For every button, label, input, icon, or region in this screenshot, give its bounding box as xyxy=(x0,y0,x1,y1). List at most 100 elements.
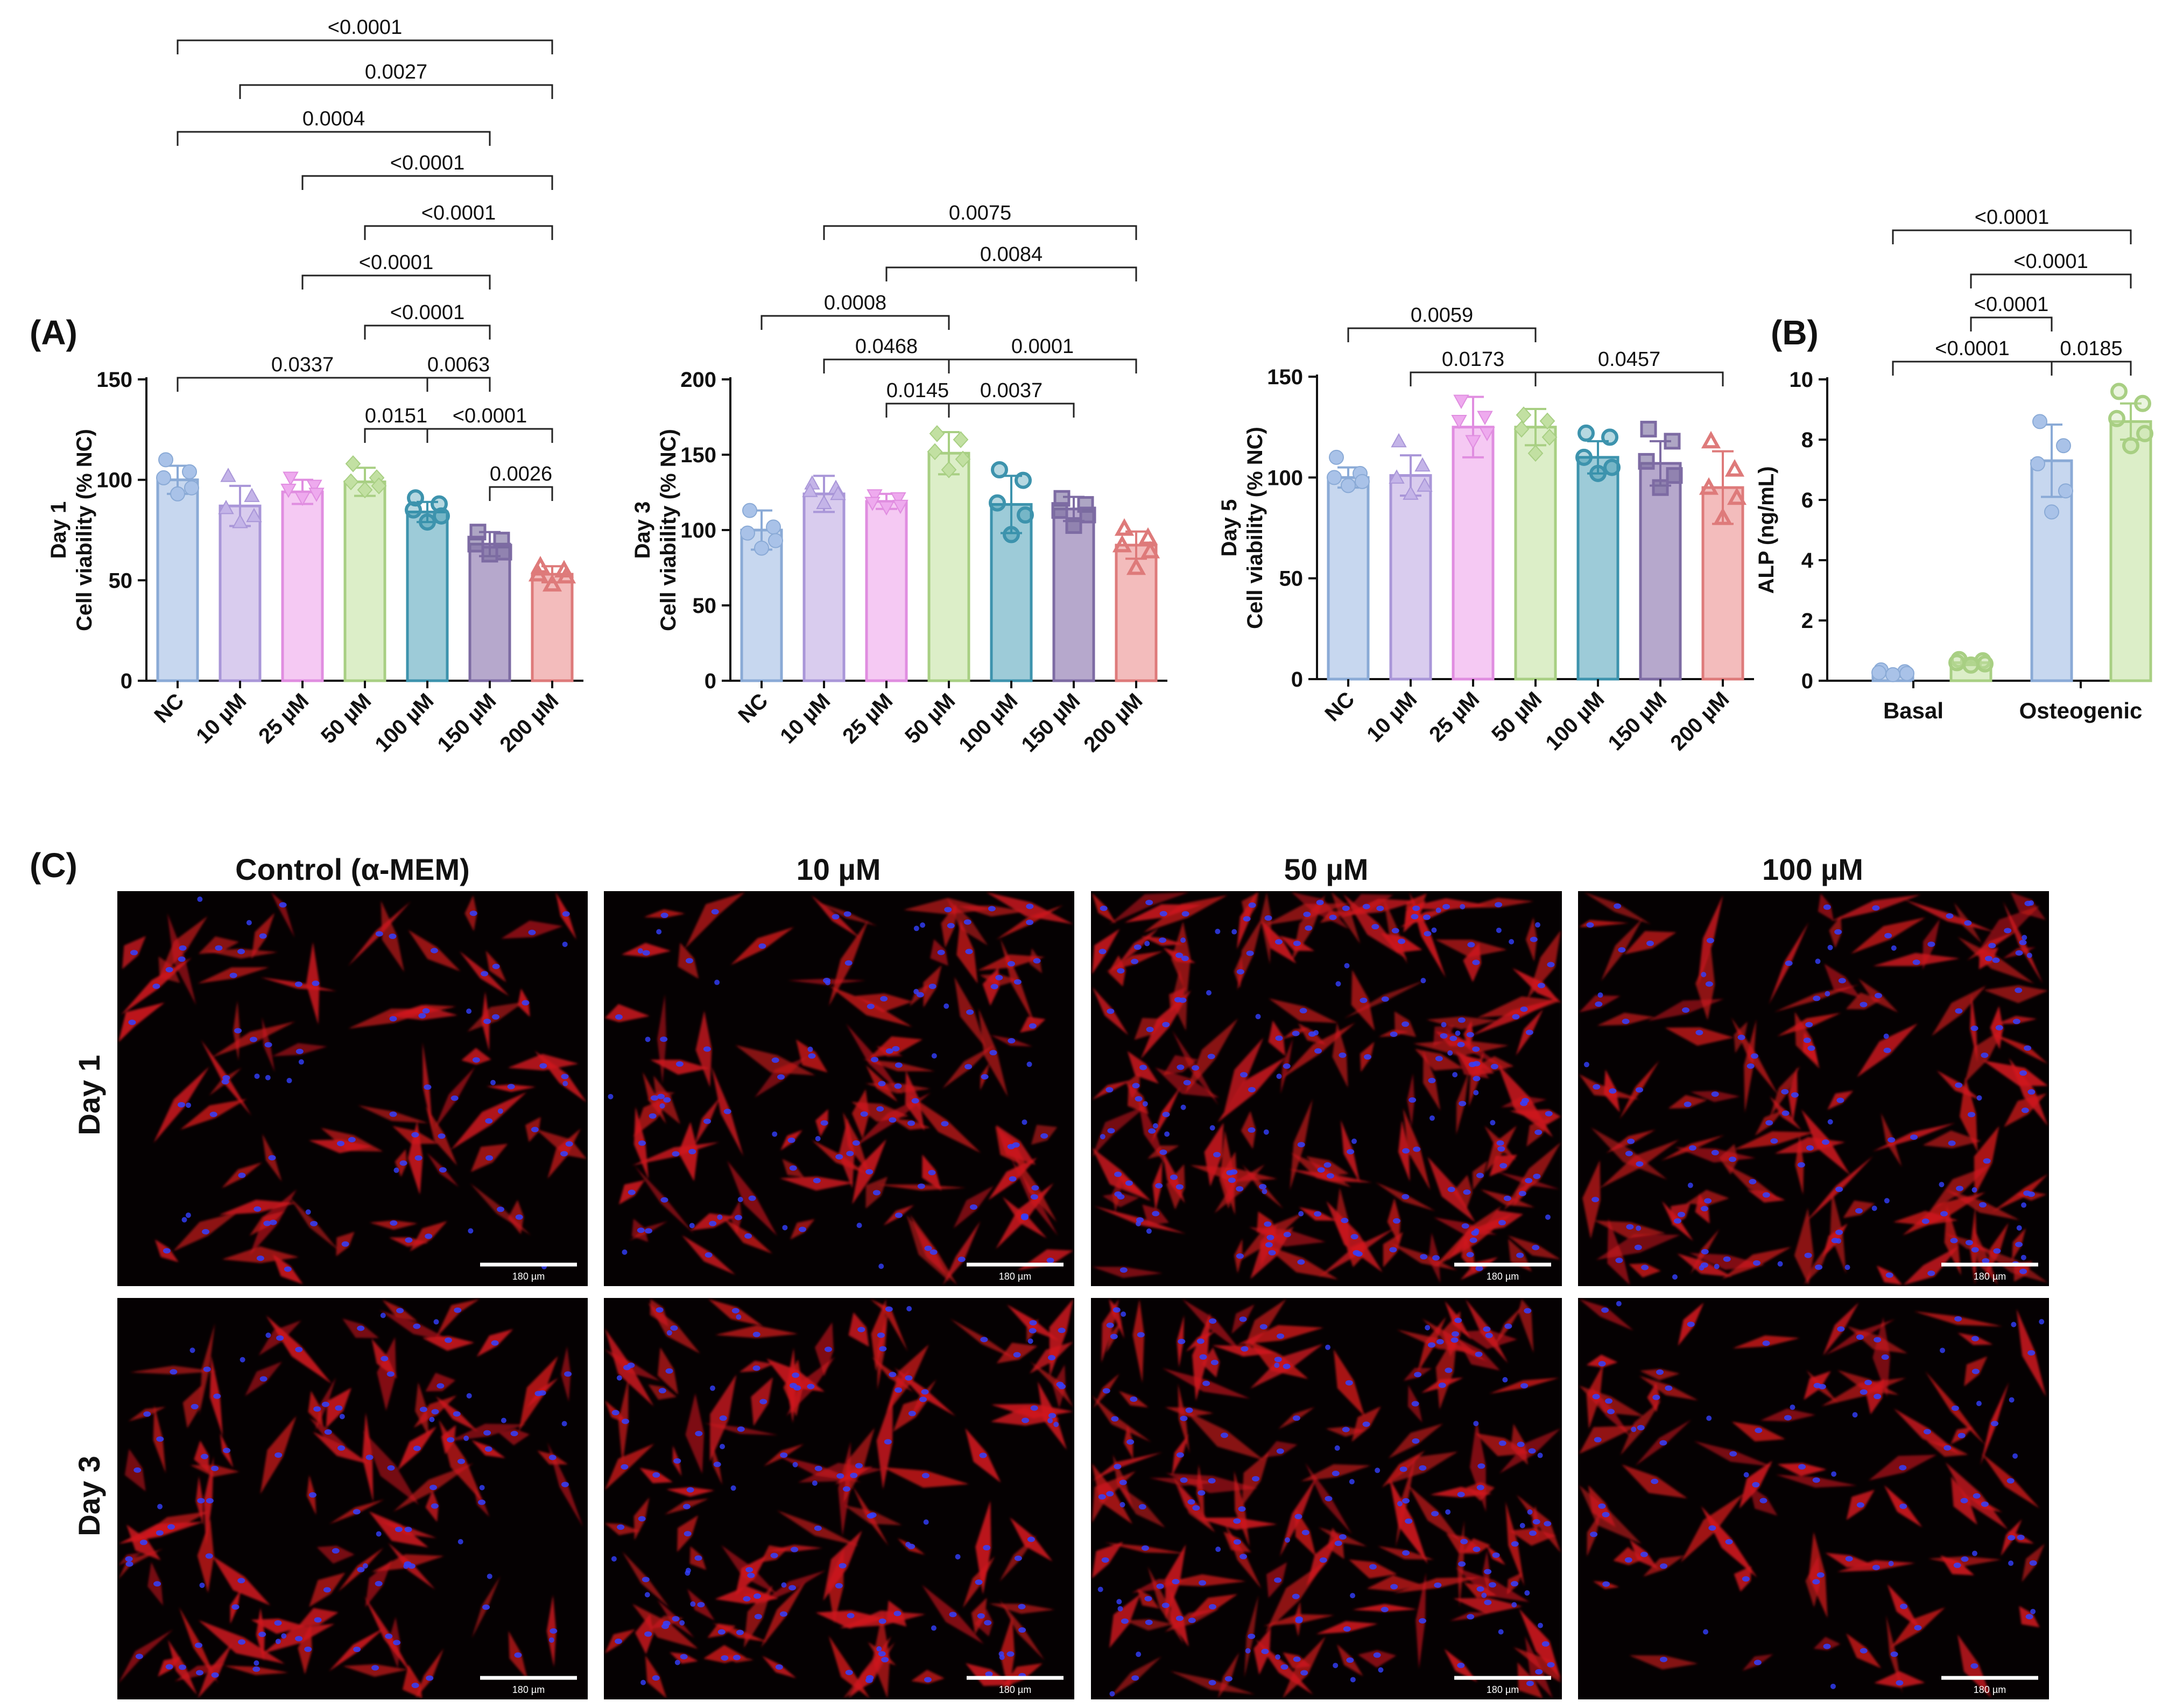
nucleus xyxy=(1012,1142,1020,1148)
nucleus xyxy=(1335,981,1341,987)
data-point-1-1-2 xyxy=(2108,410,2125,427)
nucleus xyxy=(1618,947,1626,953)
nucleus xyxy=(418,1013,426,1019)
data-point-0-0 xyxy=(1329,449,1344,465)
nucleus xyxy=(1350,1593,1356,1599)
nucleus xyxy=(1583,1062,1589,1068)
nucleus xyxy=(215,945,223,951)
nucleus xyxy=(1248,1086,1256,1092)
nucleus xyxy=(1991,1421,1999,1427)
nucleus xyxy=(844,960,853,966)
nucleus xyxy=(1329,914,1337,920)
nucleus xyxy=(1601,1307,1609,1313)
nucleus xyxy=(562,911,570,917)
nucleus xyxy=(913,926,919,931)
data-point-6-1 xyxy=(1724,459,1745,477)
nucleus xyxy=(878,1081,886,1086)
nucleus xyxy=(1263,1129,1269,1135)
data-point-3-1 xyxy=(953,431,969,448)
nucleus xyxy=(713,1462,721,1467)
nucleus xyxy=(1098,949,1107,955)
nucleus xyxy=(621,1464,629,1470)
nucleus xyxy=(1844,1265,1850,1271)
nucleus xyxy=(781,1582,787,1588)
nucleus xyxy=(1636,1087,1644,1093)
nucleus xyxy=(310,1220,318,1226)
x-tick-label-3: 50 µM xyxy=(316,689,376,748)
nucleus xyxy=(1872,905,1880,911)
nucleus xyxy=(1121,1311,1126,1317)
nucleus xyxy=(1971,1550,1977,1556)
nucleus xyxy=(1834,929,1842,935)
nucleus xyxy=(1402,1550,1410,1556)
data-point-4-0 xyxy=(991,461,1008,478)
nucleus xyxy=(929,1249,938,1255)
nucleus xyxy=(737,1426,745,1432)
nucleus xyxy=(128,1019,136,1025)
nucleus xyxy=(1488,1582,1496,1588)
cell xyxy=(271,892,295,938)
nucleus xyxy=(878,1264,884,1269)
nucleus xyxy=(2029,1560,2037,1566)
nucleus xyxy=(782,1225,788,1231)
nucleus xyxy=(1806,1145,1814,1151)
cell xyxy=(1872,1317,1891,1398)
y-axis-label-line: Cell viability (% NC) xyxy=(657,429,680,631)
x-tick-label-1: 10 µM xyxy=(192,689,251,748)
nucleus xyxy=(1026,1061,1032,1067)
nucleus xyxy=(1185,1407,1193,1413)
nucleus xyxy=(2025,1614,2033,1620)
nucleus xyxy=(223,1448,231,1453)
bar-2 xyxy=(1452,426,1495,681)
nucleus xyxy=(684,1531,692,1537)
nucleus xyxy=(814,1525,822,1531)
nucleus xyxy=(919,1396,927,1402)
nucleus xyxy=(264,1042,272,1048)
cell xyxy=(198,1642,233,1698)
nucleus xyxy=(652,1675,660,1681)
nucleus xyxy=(988,906,996,912)
x-tick-label-3: 50 µM xyxy=(900,689,960,748)
nucleus xyxy=(2012,1453,2018,1459)
nucleus xyxy=(1026,904,1034,909)
nucleus xyxy=(178,1102,186,1107)
nucleus xyxy=(1292,1593,1300,1599)
nucleus xyxy=(780,1452,788,1458)
nucleus xyxy=(2017,1534,2025,1540)
nucleus xyxy=(1026,920,1034,926)
nucleus xyxy=(1107,1008,1115,1014)
nucleus xyxy=(824,1346,832,1352)
nucleus xyxy=(335,1405,343,1411)
y-tick-label-150: 150 xyxy=(680,443,716,467)
x-tick-label-5: 150 µM xyxy=(1603,687,1671,755)
nucleus xyxy=(2039,1319,2045,1325)
cell xyxy=(635,1614,653,1655)
data-point-4-2 xyxy=(989,494,1006,512)
nucleus xyxy=(531,1127,539,1133)
nucleus xyxy=(2011,1322,2017,1328)
nucleus xyxy=(1362,1421,1370,1427)
nucleus xyxy=(1131,1675,1139,1681)
nucleus xyxy=(1349,1479,1355,1485)
nucleus xyxy=(1511,1602,1517,1608)
nucleus xyxy=(1481,1592,1487,1598)
nucleus xyxy=(1264,1221,1272,1227)
data-point-5-3 xyxy=(1079,506,1096,524)
x-tick-label-2: 25 µM xyxy=(1425,687,1484,746)
nucleus xyxy=(1425,1325,1431,1331)
data-point-3-3 xyxy=(1541,428,1558,446)
nucleus xyxy=(759,1399,767,1404)
x-tick-label-0: NC xyxy=(734,689,772,728)
nucleus xyxy=(921,1473,929,1479)
nucleus xyxy=(779,1611,787,1617)
nucleus xyxy=(857,1326,865,1332)
y-tick-label-50: 50 xyxy=(693,594,717,618)
nucleus xyxy=(842,1486,850,1492)
nucleus xyxy=(341,1241,349,1247)
cell xyxy=(903,898,993,915)
scale-bar-label: 180 µm xyxy=(999,1684,1031,1695)
data-point-2-1 xyxy=(890,492,906,507)
nucleus xyxy=(1723,1256,1731,1262)
nucleus xyxy=(1965,1240,1973,1246)
